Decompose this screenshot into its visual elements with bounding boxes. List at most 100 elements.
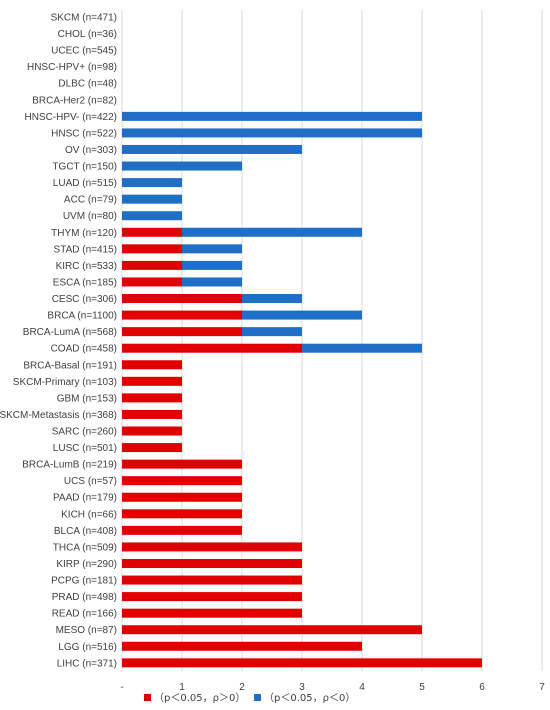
- bar-segment-negative: [182, 227, 362, 237]
- category-label: PCPG (n=181): [51, 576, 117, 587]
- category-label: LIHC (n=371): [57, 658, 117, 669]
- category-label: ACC (n=79): [64, 195, 117, 206]
- bar-segment-positive: [122, 658, 482, 668]
- legend-label-negative: （p＜0.05，ρ＜0）: [264, 692, 355, 704]
- category-label: DLBC (n=48): [58, 79, 117, 90]
- category-label: KICH (n=66): [61, 509, 117, 520]
- category-label: HNSC (n=522): [51, 128, 117, 139]
- bar-segment-positive: [122, 492, 242, 502]
- category-label: CESC (n=306): [52, 294, 117, 305]
- bar-segment-positive: [122, 294, 242, 304]
- bar-segment-positive: [122, 327, 242, 337]
- category-label: KIRP (n=290): [56, 559, 117, 570]
- category-label: SKCM (n=471): [51, 13, 117, 24]
- category-label: LUSC (n=501): [53, 443, 117, 454]
- bar-segment-positive: [122, 376, 182, 386]
- category-label: READ (n=166): [52, 609, 117, 620]
- category-label: SKCM-Primary (n=103): [13, 377, 117, 388]
- bar-segment-negative: [182, 244, 242, 254]
- bar-segment-negative: [302, 343, 422, 353]
- bar-segment-negative: [122, 128, 422, 138]
- bar-segment-negative: [122, 144, 302, 154]
- bar-segment-negative: [122, 161, 242, 171]
- x-tick-label: 4: [359, 682, 365, 693]
- category-label: PAAD (n=179): [53, 493, 117, 504]
- category-label: KIRC (n=533): [56, 261, 117, 272]
- bar-segment-positive: [122, 575, 302, 585]
- bar-segment-positive: [122, 443, 182, 453]
- bar-segment-negative: [182, 260, 242, 270]
- x-tick-label: 1: [179, 682, 185, 693]
- bar-segment-negative: [122, 211, 182, 221]
- category-label: SKCM-Metastasis (n=368): [0, 410, 117, 421]
- bar-segment-positive: [122, 227, 182, 237]
- category-label: THCA (n=509): [53, 542, 117, 553]
- x-tick-label: 5: [419, 682, 425, 693]
- bar-segment-positive: [122, 360, 182, 370]
- bar-segment-negative: [122, 194, 182, 204]
- category-label: BRCA-LumA (n=568): [23, 327, 117, 338]
- bar-segment-positive: [122, 426, 182, 436]
- bar-segment-positive: [122, 244, 182, 254]
- bar-segment-positive: [122, 343, 302, 353]
- x-tick-label: 7: [539, 682, 545, 693]
- category-label: SARC (n=260): [52, 427, 117, 438]
- bar-segment-positive: [122, 542, 302, 552]
- category-label: CHOL (n=36): [58, 29, 117, 40]
- category-label: TGCT (n=150): [52, 162, 117, 173]
- category-label: STAD (n=415): [54, 244, 117, 255]
- category-label: GBM (n=153): [57, 393, 117, 404]
- bar-segment-positive: [122, 641, 362, 651]
- category-label: BRCA-LumB (n=219): [22, 460, 117, 471]
- bar-segment-positive: [122, 558, 302, 568]
- category-label: PRAD (n=498): [52, 592, 117, 603]
- category-label: HNSC-HPV+ (n=98): [27, 62, 117, 73]
- category-label: UCS (n=57): [64, 476, 117, 487]
- category-label: UVM (n=80): [63, 211, 117, 222]
- bar-segment-positive: [122, 310, 242, 320]
- gridlines: [121, 10, 543, 672]
- bar-segment-negative: [242, 327, 302, 337]
- category-label: COAD (n=458): [51, 344, 117, 355]
- bar-segment-positive: [122, 393, 182, 403]
- category-label: BRCA-Basal (n=191): [23, 360, 117, 371]
- bar-segment-positive: [122, 260, 182, 270]
- category-label: BRCA-Her2 (n=82): [32, 95, 117, 106]
- legend-swatch-negative: [254, 694, 261, 701]
- bar-segment-positive: [122, 592, 302, 602]
- x-tick-labels: - 1 2 3 4 5 6 7: [120, 682, 545, 693]
- bar-segment-positive: [122, 409, 182, 419]
- category-label: BLCA (n=408): [54, 526, 117, 537]
- category-label: HNSC-HPV- (n=422): [24, 112, 117, 123]
- category-label: ESCA (n=185): [53, 277, 117, 288]
- x-tick-label: 6: [479, 682, 485, 693]
- category-label: MESO (n=87): [56, 625, 117, 636]
- legend-label-positive: （p＜0.05，ρ＞0）: [154, 692, 245, 704]
- category-label: LUAD (n=515): [53, 178, 117, 189]
- category-label: THYM (n=120): [51, 228, 117, 239]
- bar-segment-positive: [122, 509, 242, 519]
- bar-segment-positive: [122, 277, 182, 287]
- bar-segment-negative: [122, 111, 422, 121]
- category-label: OV (n=303): [65, 145, 117, 156]
- bar-segment-positive: [122, 476, 242, 486]
- category-labels: SKCM (n=471) CHOL (n=36) UCEC (n=545) HNSC-…: [0, 13, 117, 670]
- bar-segment-negative: [182, 277, 242, 287]
- legend: （p＜0.05，ρ＞0） （p＜0.05，ρ＜0）: [144, 692, 355, 704]
- bar-segment-negative: [242, 310, 362, 320]
- bar-segment-positive: [122, 625, 422, 635]
- bar-segment-negative: [122, 178, 182, 188]
- bar-segment-positive: [122, 459, 242, 469]
- legend-swatch-positive: [144, 694, 151, 701]
- x-tick-label: 3: [299, 682, 305, 693]
- bar-segment-positive: [122, 608, 302, 618]
- category-label: LGG (n=516): [58, 642, 117, 653]
- x-tick-label: 2: [239, 682, 245, 693]
- bar-segment-positive: [122, 525, 242, 535]
- bars: [122, 111, 482, 668]
- category-label: BRCA (n=1100): [47, 311, 117, 322]
- category-label: UCEC (n=545): [51, 46, 117, 57]
- bar-segment-negative: [242, 294, 302, 304]
- x-tick-label: -: [120, 682, 123, 693]
